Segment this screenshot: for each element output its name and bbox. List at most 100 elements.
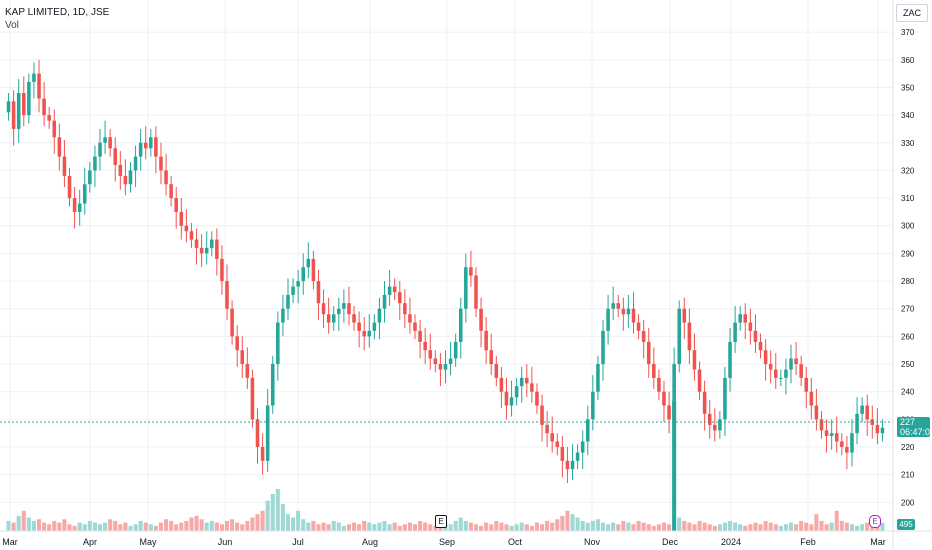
- candle-body: [215, 239, 219, 259]
- volume-bar: [128, 525, 133, 531]
- volume-bar: [540, 524, 545, 531]
- y-tick-label: 310: [901, 194, 915, 203]
- volume-legend[interactable]: Vol: [5, 20, 19, 31]
- candle-body: [697, 369, 702, 392]
- volume-bar: [768, 522, 773, 531]
- volume-bar: [219, 524, 224, 531]
- volume-bar: [626, 522, 631, 531]
- candle-body: [799, 364, 803, 378]
- volume-bar: [504, 524, 509, 531]
- volume-bar: [199, 519, 204, 531]
- candle-body: [52, 120, 57, 138]
- candle-body: [621, 308, 626, 315]
- volume-bar: [641, 522, 646, 531]
- volume-bar: [143, 522, 148, 531]
- x-tick-label: Jul: [292, 537, 304, 547]
- volume-bar: [224, 520, 230, 531]
- candle-body: [403, 303, 407, 315]
- last-price-tag: 227 06:47:08: [897, 417, 932, 437]
- volume-bar: [11, 522, 16, 531]
- volume-bar: [707, 524, 712, 531]
- volume-bar: [580, 520, 585, 531]
- candle-body: [11, 101, 16, 129]
- candle-body: [855, 413, 859, 434]
- volume-bar: [326, 524, 331, 531]
- volume-bar: [230, 519, 235, 531]
- volume-bar: [677, 517, 682, 531]
- candle-body: [255, 419, 260, 448]
- grid: [0, 0, 893, 531]
- volume-bar: [336, 522, 341, 531]
- volume-bar: [656, 524, 661, 531]
- candle-body: [408, 314, 412, 323]
- candle-body: [149, 137, 153, 149]
- volume-bar: [494, 520, 499, 531]
- candle-body: [204, 247, 209, 254]
- volume-bar: [6, 520, 11, 531]
- candle-body: [733, 322, 737, 342]
- candle-body: [225, 281, 229, 309]
- volume-bar: [773, 524, 778, 531]
- candle-body: [103, 137, 107, 143]
- candle-body: [580, 441, 585, 453]
- candle-body: [438, 364, 443, 370]
- candle-body: [525, 377, 529, 384]
- x-tick-label: Aug: [362, 537, 378, 547]
- earnings-event-icon[interactable]: E: [435, 515, 447, 528]
- y-tick-label: 250: [901, 360, 915, 369]
- volume-bar: [636, 520, 641, 531]
- candle-body: [723, 377, 727, 420]
- volume-bar: [545, 520, 550, 531]
- candle-body: [72, 198, 77, 212]
- volume-bar: [682, 520, 687, 531]
- volume-bar: [57, 522, 62, 531]
- candle-body: [174, 198, 178, 212]
- y-tick-label: 300: [901, 222, 915, 231]
- volume-bar: [824, 524, 829, 531]
- candle-body: [291, 286, 295, 295]
- volume-bar: [423, 522, 428, 531]
- time-axis[interactable]: Mar Apr May Jun Jul Aug Sep Oct Nov Dec 2024 Feb Mar: [2, 537, 886, 547]
- symbol-legend[interactable]: KAP LIMITED, 1D, JSE: [5, 7, 110, 18]
- volume-bar: [529, 525, 534, 531]
- candle-body: [397, 292, 402, 304]
- candle-body: [865, 405, 869, 420]
- volume-bar: [367, 522, 372, 531]
- candle-body: [123, 175, 128, 185]
- volume-bar: [799, 520, 804, 531]
- candle-body: [240, 350, 245, 365]
- candle-body: [169, 184, 173, 199]
- candle-body: [565, 460, 570, 470]
- volume-bar: [829, 522, 834, 531]
- price-axis[interactable]: 2002102202302402502602702802903003103203…: [901, 28, 915, 507]
- volume-bar: [352, 522, 357, 531]
- volume-bar: [387, 524, 392, 531]
- volume-bar: [316, 524, 321, 531]
- x-tick-label: Mar: [2, 537, 18, 547]
- candle-body: [631, 308, 636, 323]
- volume-bar: [362, 520, 367, 531]
- candle-body: [824, 430, 829, 436]
- volume-bar: [712, 525, 717, 531]
- volume-bar: [860, 524, 865, 531]
- volume-bar: [514, 524, 519, 531]
- volume-bar: [702, 522, 707, 531]
- candle-body: [840, 441, 844, 448]
- y-tick-label: 220: [901, 443, 915, 452]
- candle-body: [641, 330, 646, 342]
- candle-body: [164, 170, 168, 185]
- volume-bar: [489, 524, 494, 531]
- currency-label[interactable]: ZAC: [896, 4, 928, 22]
- volume-bar: [880, 522, 885, 531]
- volume-bar: [794, 524, 799, 531]
- candle-body: [98, 142, 102, 157]
- candle-body: [662, 391, 666, 406]
- volume-bar: [265, 500, 270, 531]
- candle-body: [779, 377, 783, 379]
- upcoming-earnings-icon[interactable]: E: [869, 515, 881, 528]
- candle-body: [113, 148, 118, 165]
- candle-body: [591, 391, 595, 420]
- candle-body: [611, 303, 615, 309]
- candle-body: [281, 308, 285, 323]
